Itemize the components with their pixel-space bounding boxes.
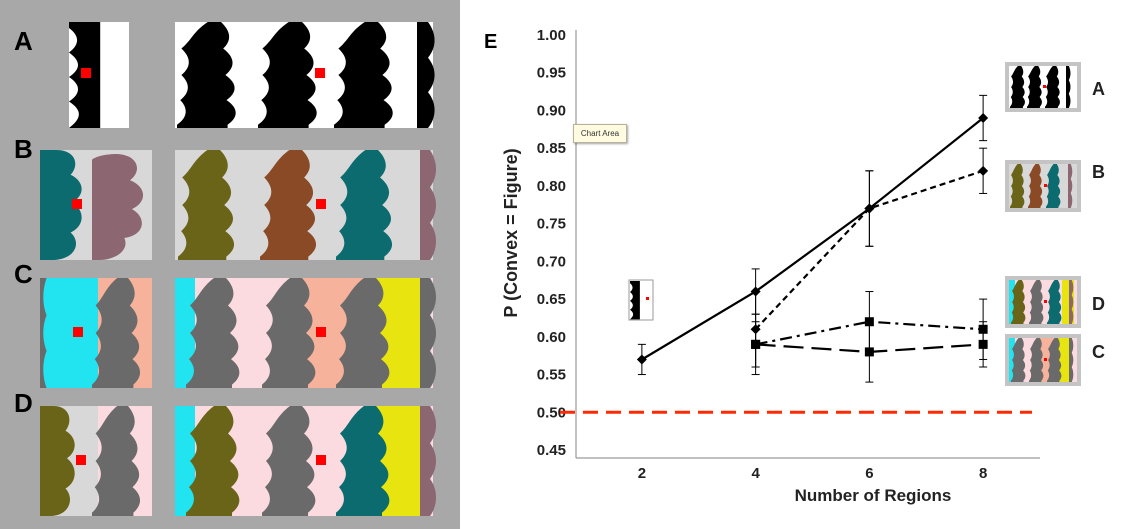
fixation-marker [81, 68, 91, 78]
data-point [978, 113, 989, 123]
series-c [751, 313, 988, 383]
x-tick-label: 2 [638, 465, 646, 482]
data-point [864, 347, 874, 357]
legend-label-c: C [1092, 342, 1105, 362]
legend-label-d: D [1092, 294, 1105, 314]
data-point [751, 339, 761, 349]
stimulus-b-large [175, 150, 436, 260]
y-tick-label: 0.45 [537, 442, 566, 459]
stimulus-d-large [175, 406, 436, 516]
stimulus-b-small [40, 150, 152, 260]
inset-thumbnail-a [1005, 62, 1081, 112]
stimulus-a-small [69, 22, 129, 128]
panel-label-e: E [484, 31, 497, 53]
line-chart: 0.45 0.50 0.55 0.60 0.65 0.70 0.75 0.80 0.85 0.90… [501, 27, 1040, 505]
stimulus-c-large [175, 278, 436, 388]
panel-label-d: D [14, 388, 33, 418]
y-tick-label: 0.75 [537, 216, 566, 233]
inset-thumbnail-c [1005, 334, 1081, 386]
inset-thumbnail-small-a [628, 279, 654, 321]
y-tick-label: 1.00 [537, 27, 566, 44]
y-tick-label: 0.85 [537, 140, 566, 157]
fixation-marker [316, 455, 326, 465]
x-tick-label: 4 [751, 465, 760, 482]
fixation-marker [315, 68, 325, 78]
legend-label-a: A [1092, 79, 1105, 99]
legend-label-b: B [1092, 162, 1105, 182]
panel-label-c: C [14, 259, 33, 289]
y-tick-label: 0.80 [537, 178, 566, 195]
chart-area-tooltip: Chart Area [573, 124, 627, 143]
inset-thumbnail-b [1005, 160, 1081, 212]
y-tick-label: 0.90 [537, 102, 566, 119]
fixation-marker [316, 327, 326, 337]
fixation-marker [73, 327, 83, 337]
data-point [978, 165, 989, 176]
fixation-marker [316, 199, 326, 209]
y-tick-label: 0.95 [537, 65, 566, 82]
data-point [864, 203, 875, 214]
stimulus-a-large [175, 22, 435, 128]
inset-thumbnail-d [1005, 276, 1081, 328]
y-tick-label: 0.65 [537, 291, 566, 308]
y-tick-label: 0.70 [537, 253, 566, 270]
fixation-marker [72, 199, 82, 209]
x-tick-label: 8 [979, 465, 987, 482]
y-tick-label: 0.55 [537, 367, 566, 384]
panel-label-b: B [14, 134, 33, 164]
fixation-marker [76, 455, 86, 465]
y-tick-label: 0.50 [537, 404, 566, 421]
y-axis-label: P (Convex = Figure) [501, 148, 521, 317]
x-axis-label: Number of Regions [795, 486, 952, 505]
stimulus-d-small [40, 406, 152, 516]
panel-label-a: A [14, 26, 33, 56]
x-tick-label: 6 [865, 465, 873, 482]
stimulus-c-small [40, 278, 152, 388]
y-tick-label: 0.60 [537, 329, 566, 346]
series-line [755, 320, 984, 346]
data-point [636, 354, 647, 365]
series-line [641, 117, 984, 361]
data-point [978, 339, 988, 349]
